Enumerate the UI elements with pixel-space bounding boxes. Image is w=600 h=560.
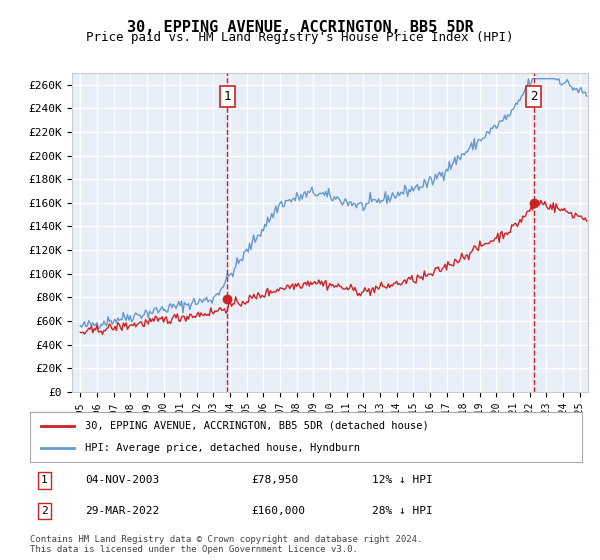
Text: 04-NOV-2003: 04-NOV-2003 bbox=[85, 475, 160, 485]
Text: 30, EPPING AVENUE, ACCRINGTON, BB5 5DR (detached house): 30, EPPING AVENUE, ACCRINGTON, BB5 5DR (… bbox=[85, 421, 429, 431]
Text: 2: 2 bbox=[530, 90, 538, 103]
Text: 2: 2 bbox=[41, 506, 48, 516]
Text: 29-MAR-2022: 29-MAR-2022 bbox=[85, 506, 160, 516]
Text: 12% ↓ HPI: 12% ↓ HPI bbox=[372, 475, 433, 485]
Text: 28% ↓ HPI: 28% ↓ HPI bbox=[372, 506, 433, 516]
Text: 1: 1 bbox=[41, 475, 48, 485]
Text: £78,950: £78,950 bbox=[251, 475, 298, 485]
Text: HPI: Average price, detached house, Hyndburn: HPI: Average price, detached house, Hynd… bbox=[85, 443, 360, 453]
Text: 1: 1 bbox=[224, 90, 231, 103]
Text: £160,000: £160,000 bbox=[251, 506, 305, 516]
Text: Contains HM Land Registry data © Crown copyright and database right 2024.
This d: Contains HM Land Registry data © Crown c… bbox=[30, 535, 422, 554]
Text: 30, EPPING AVENUE, ACCRINGTON, BB5 5DR: 30, EPPING AVENUE, ACCRINGTON, BB5 5DR bbox=[127, 20, 473, 35]
Text: Price paid vs. HM Land Registry's House Price Index (HPI): Price paid vs. HM Land Registry's House … bbox=[86, 31, 514, 44]
